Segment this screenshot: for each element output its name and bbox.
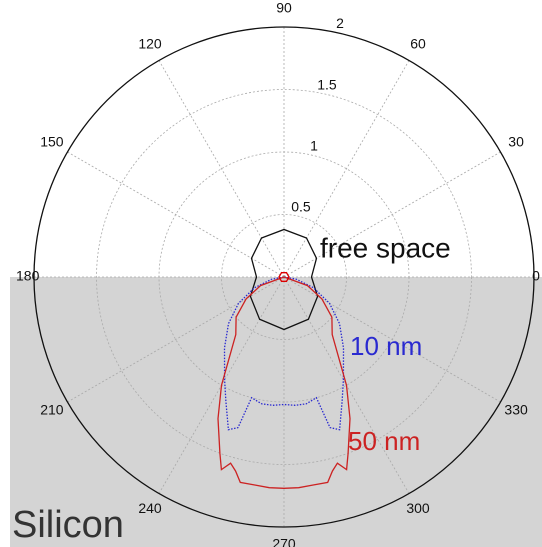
theta-tick-label: 330: [504, 402, 528, 418]
series-line: [249, 228, 319, 331]
series-label: free space: [320, 232, 451, 263]
r-tick-label: 0.5: [291, 199, 311, 215]
theta-tick-label: 120: [138, 36, 162, 52]
r-tick-label: 1: [310, 137, 318, 153]
theta-tick-label: 0: [532, 268, 540, 284]
theta-tick-label: 60: [410, 36, 426, 52]
r-tick-label: 2: [336, 15, 344, 31]
theta-tick-label: 30: [508, 134, 524, 150]
series-line: [278, 272, 290, 282]
silicon-region: [10, 277, 542, 547]
grid-ring: [221, 214, 347, 340]
theta-tick-label: 210: [40, 402, 64, 418]
theta-tick-label: 180: [16, 268, 40, 284]
outer-ring: [33, 26, 535, 528]
grid-spoke: [283, 151, 501, 278]
theta-tick-label: 150: [40, 134, 64, 150]
series-label: 50 nm: [348, 426, 420, 456]
theta-tick-label: 90: [276, 0, 292, 16]
theta-tick-label: 300: [406, 500, 430, 516]
series-line: [223, 276, 345, 431]
grid-spoke: [283, 60, 410, 278]
grid-ring: [96, 89, 472, 465]
series-label: 10 nm: [350, 331, 422, 361]
series-line: [217, 276, 351, 489]
region-label: Silicon: [12, 504, 124, 546]
grid-spoke: [158, 60, 285, 278]
grid-spoke: [67, 151, 285, 278]
r-tick-label: 1.5: [317, 76, 337, 92]
theta-tick-label: 270: [272, 536, 296, 547]
theta-tick-label: 240: [138, 500, 162, 516]
